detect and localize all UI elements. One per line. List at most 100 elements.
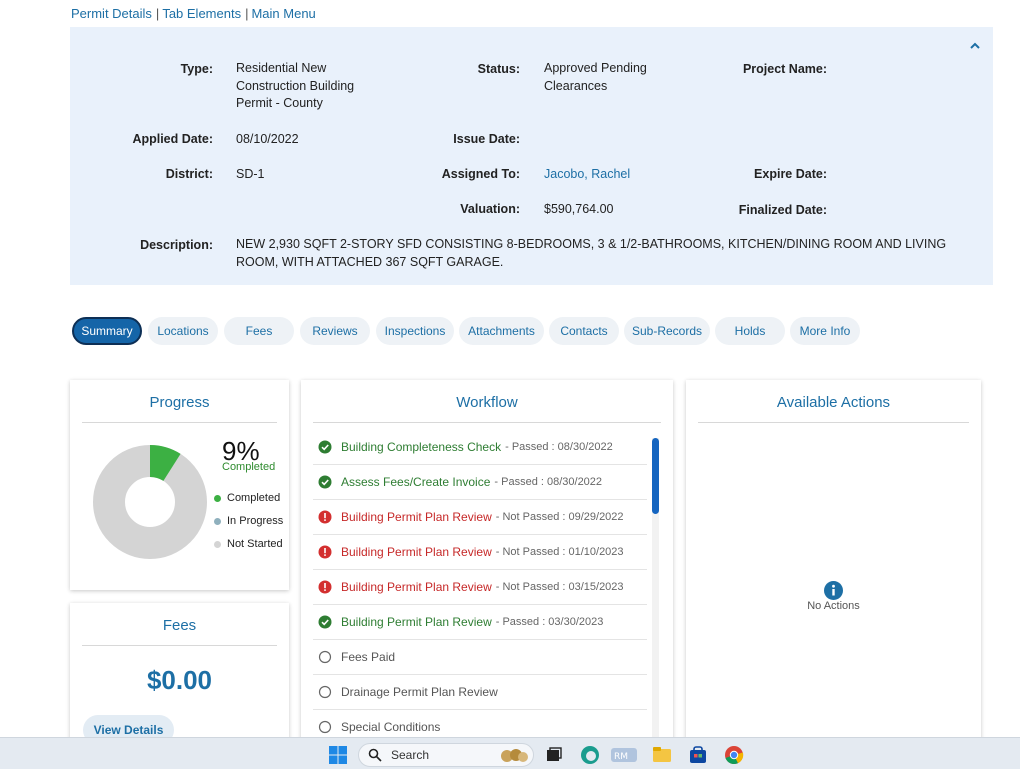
widgets-icon[interactable] — [499, 746, 529, 764]
workflow-item-name: Building Permit Plan Review — [341, 545, 492, 559]
breadcrumb-main-menu[interactable]: Main Menu — [251, 6, 316, 21]
tab-holds[interactable]: Holds — [715, 317, 785, 345]
workflow-item-name: Building Completeness Check — [341, 440, 502, 454]
fees-amount: $0.00 — [146, 665, 213, 695]
breadcrumb-permit-details[interactable]: Permit Details — [71, 6, 152, 21]
no-actions-text: No Actions — [807, 600, 860, 612]
workflow-item[interactable]: Building Permit Plan Review - Passed : 03… — [313, 605, 647, 640]
workflow-item-meta: - Not Passed : 09/29/2022 — [495, 511, 624, 523]
progress-card: Progress 9% Completed Completed In Progr… — [70, 380, 289, 590]
workflow-scrollbar-track — [652, 438, 659, 738]
district-value: SD-1 — [236, 167, 265, 181]
empty-circle-icon — [318, 650, 332, 664]
breadcrumb-tab-elements[interactable]: Tab Elements — [162, 6, 242, 21]
status-value: Approved Pending Clearances — [544, 61, 647, 93]
type-label: Type: — [180, 62, 213, 76]
workflow-item-name: Building Permit Plan Review — [341, 615, 492, 629]
chevron-up-icon[interactable] — [968, 39, 982, 53]
tab-contacts[interactable]: Contacts — [549, 317, 619, 345]
progress-percent: 9% — [222, 436, 260, 466]
search-icon — [368, 748, 382, 762]
workflow-item-name: Fees Paid — [341, 650, 396, 664]
workflow-item[interactable]: Building Permit Plan Review - Not Passed … — [313, 570, 647, 605]
workflow-item-name: Assess Fees/Create Invoice — [341, 475, 491, 489]
error-circle-icon — [318, 580, 332, 594]
workflow-item[interactable]: Drainage Permit Plan Review — [313, 675, 647, 710]
workflow-item[interactable]: Building Permit Plan Review - Not Passed … — [313, 535, 647, 570]
file-explorer-icon[interactable] — [652, 745, 672, 765]
workflow-item[interactable]: Building Completeness Check - Passed : 08… — [313, 430, 647, 465]
workflow-item-name: Building Permit Plan Review — [341, 510, 492, 524]
workflow-item[interactable]: Assess Fees/Create Invoice - Passed : 08/… — [313, 465, 647, 500]
description-value: NEW 2,930 SQFT 2-STORY SFD CONSISTING 8-… — [236, 237, 947, 269]
applied-date-value: 08/10/2022 — [236, 132, 299, 146]
workflow-item-meta: - Passed : 08/30/2022 — [505, 441, 613, 453]
progress-donut-chart — [93, 445, 207, 559]
workflow-item-name: Drainage Permit Plan Review — [341, 685, 498, 699]
store-icon[interactable] — [688, 745, 708, 765]
taskbar-search[interactable]: Search — [358, 743, 534, 767]
fees-title: Fees — [82, 603, 277, 646]
progress-title: Progress — [82, 380, 277, 423]
edge-icon[interactable] — [580, 745, 600, 765]
legend-dot-icon — [214, 494, 221, 502]
workflow-item-name: Special Conditions — [341, 720, 441, 734]
assigned-to-link[interactable]: Jacobo, Rachel — [544, 167, 631, 181]
tab-sub-records[interactable]: Sub-Records — [624, 317, 710, 345]
status-label: Status: — [477, 62, 520, 76]
project-name-label: Project Name: — [742, 62, 827, 76]
applied-date-label: Applied Date: — [132, 132, 213, 146]
workflow-item-meta: - Passed : 03/30/2023 — [495, 616, 604, 628]
permit-details-panel: Type: Residential New Construction Build… — [70, 27, 993, 285]
app-icon[interactable]: RM — [610, 745, 638, 765]
description-label: Description: — [140, 238, 213, 252]
workflow-item[interactable]: Building Permit Plan Review - Not Passed … — [313, 500, 647, 535]
available-actions-card: Available Actions No Actions — [686, 380, 981, 750]
breadcrumb-separator: | — [245, 6, 249, 21]
tab-summary[interactable]: Summary — [72, 317, 142, 345]
legend-in-progress: In Progress — [214, 515, 283, 527]
valuation-label: Valuation: — [460, 202, 520, 216]
finalized-date-label: Finalized Date: — [738, 203, 827, 217]
check-circle-icon — [318, 475, 332, 489]
search-placeholder: Search — [391, 748, 430, 762]
tab-reviews[interactable]: Reviews — [300, 317, 370, 345]
task-view-icon[interactable] — [544, 745, 564, 765]
legend-completed: Completed — [214, 492, 280, 504]
issue-date-label: Issue Date: — [453, 132, 520, 146]
legend-dot-icon — [214, 540, 221, 548]
workflow-list: Building Completeness Check - Passed : 08… — [313, 430, 647, 745]
check-circle-icon — [318, 440, 332, 454]
valuation-value: $590,764.00 — [544, 202, 614, 216]
workflow-item-meta: - Not Passed : 03/15/2023 — [495, 581, 624, 593]
type-value: Residential New Construction Building Pe… — [236, 61, 355, 110]
error-circle-icon — [318, 510, 332, 524]
workflow-card: Workflow Building Completeness Check - Pa… — [301, 380, 673, 750]
assigned-to-label: Assigned To: — [441, 167, 520, 181]
progress-percent-label: Completed — [222, 461, 276, 473]
tab-locations[interactable]: Locations — [148, 317, 218, 345]
workflow-item[interactable]: Fees Paid — [313, 640, 647, 675]
available-actions-title: Available Actions — [698, 380, 969, 423]
workflow-scrollbar[interactable] — [652, 438, 659, 514]
breadcrumb: Permit Details | Tab Elements | Main Menu — [71, 6, 316, 21]
tab-inspections[interactable]: Inspections — [376, 317, 454, 345]
expire-date-label: Expire Date: — [754, 167, 827, 181]
svg-text:RM: RM — [614, 752, 628, 762]
workflow-item-meta: - Not Passed : 01/10/2023 — [495, 546, 624, 558]
workflow-item-name: Building Permit Plan Review — [341, 580, 492, 594]
windows-start-icon[interactable] — [328, 745, 348, 765]
chrome-icon[interactable] — [724, 745, 744, 765]
taskbar: Search RM — [0, 737, 1020, 769]
district-label: District: — [165, 167, 213, 181]
tab-more-info[interactable]: More Info — [790, 317, 860, 345]
legend-dot-icon — [214, 517, 221, 525]
breadcrumb-separator: | — [155, 6, 160, 21]
tab-attachments[interactable]: Attachments — [459, 317, 544, 345]
workflow-title: Workflow — [313, 380, 661, 423]
error-circle-icon — [318, 545, 332, 559]
empty-circle-icon — [318, 685, 332, 699]
info-icon — [824, 581, 843, 600]
fees-card: Fees $0.00 View Details — [70, 603, 289, 753]
tab-fees[interactable]: Fees — [224, 317, 294, 345]
